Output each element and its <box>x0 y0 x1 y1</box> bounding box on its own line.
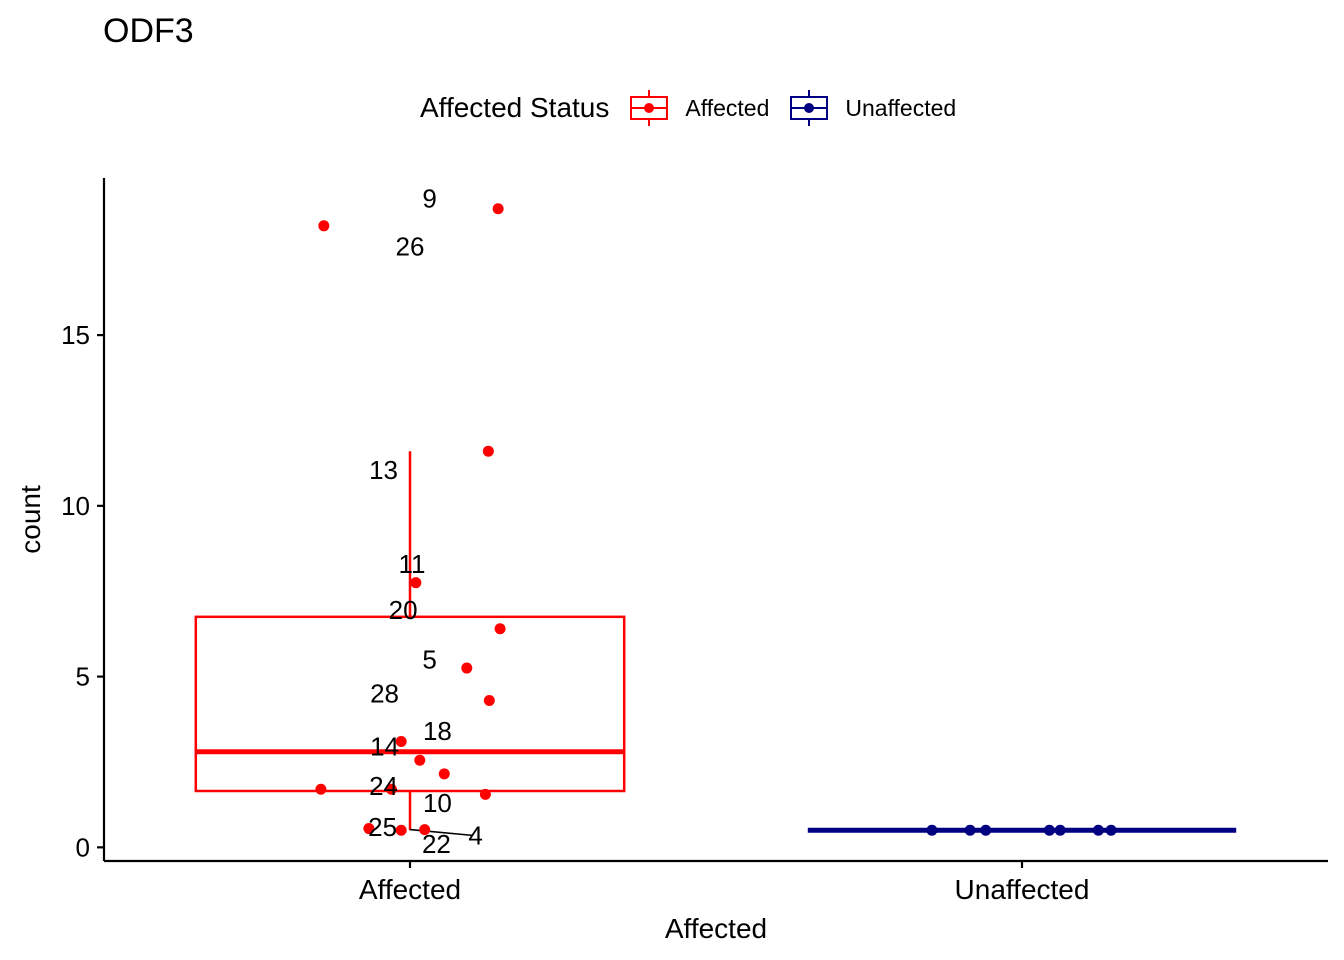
point-label: 13 <box>369 455 398 485</box>
data-point-22 <box>1092 824 1104 836</box>
point-label: 26 <box>396 231 425 261</box>
data-point-1 <box>318 220 330 232</box>
data-point-4 <box>410 577 422 589</box>
data-point-7 <box>483 694 495 706</box>
data-point-3 <box>482 445 494 457</box>
x-tick-label: Unaffected <box>955 874 1090 905</box>
legend-label-affected: Affected <box>685 94 770 121</box>
y-axis-title: count <box>15 485 46 554</box>
legend-label-unaffected: Unaffected <box>845 94 957 121</box>
chart-title: ODF3 <box>103 12 194 50</box>
data-point-5 <box>494 623 506 635</box>
data-point-9 <box>414 754 426 766</box>
point-label: 25 <box>368 812 397 842</box>
point-label: 14 <box>370 732 399 762</box>
data-point-11 <box>315 783 327 795</box>
point-label: 24 <box>369 771 398 801</box>
x-axis-title: Affected <box>665 913 767 944</box>
data-point-19 <box>980 824 992 836</box>
point-label: 4 <box>468 820 482 850</box>
y-tick-label: 10 <box>61 491 90 521</box>
data-point-21 <box>1054 824 1066 836</box>
point-label: 28 <box>370 679 399 709</box>
point-label: 22 <box>422 829 451 859</box>
x-tick-label: Affected <box>359 874 461 905</box>
data-point-10 <box>438 768 450 780</box>
data-point-17 <box>926 824 938 836</box>
legend-key-unaffected <box>790 90 829 126</box>
data-point-8 <box>395 735 407 747</box>
data-point-12 <box>385 783 397 795</box>
data-point-14 <box>363 823 375 835</box>
box-affected <box>194 615 626 793</box>
data-point-18 <box>964 824 976 836</box>
point-label: 5 <box>422 645 436 675</box>
point-label: 18 <box>423 716 452 746</box>
data-point-2 <box>492 203 504 215</box>
point-label: 11 <box>398 549 425 579</box>
data-point-23 <box>1105 824 1117 836</box>
legend-item-affected: Affected <box>629 88 769 128</box>
point-label: 20 <box>389 595 418 625</box>
legend: Affected Status Affected Unaffected <box>420 88 976 128</box>
data-point-6 <box>461 662 473 674</box>
data-point-13 <box>479 788 491 800</box>
y-tick-label: 5 <box>76 662 90 692</box>
point-label: 9 <box>422 183 436 213</box>
legend-title: Affected Status <box>420 92 610 123</box>
y-tick-label: 0 <box>76 832 90 862</box>
point-label: 10 <box>423 788 452 818</box>
y-tick-label: 15 <box>61 320 90 350</box>
legend-item-unaffected: Unaffected <box>789 88 956 128</box>
legend-key-affected <box>630 90 669 126</box>
data-point-16 <box>419 824 431 836</box>
data-point-15 <box>395 824 407 836</box>
data-point-20 <box>1043 824 1055 836</box>
